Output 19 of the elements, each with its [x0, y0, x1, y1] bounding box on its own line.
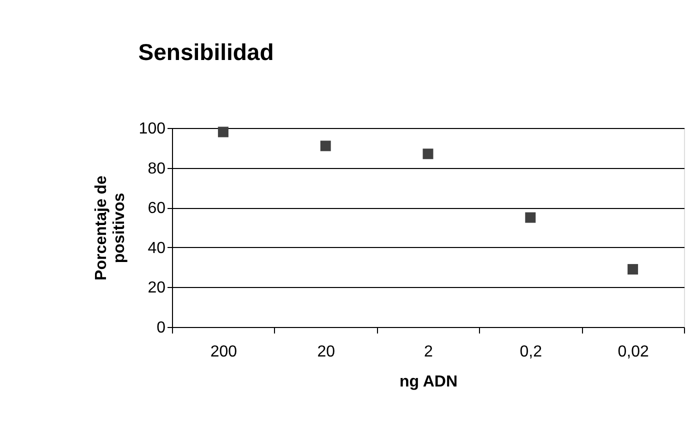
point — [628, 264, 638, 275]
point — [218, 126, 228, 138]
y-tick-label: 0 — [156, 320, 166, 336]
x-tick-label: 2 — [424, 344, 434, 360]
y-tick-label: 40 — [148, 240, 166, 257]
x-tick-label: 0,2 — [520, 344, 542, 360]
x-tick-label: 200 — [210, 344, 238, 360]
point — [525, 212, 536, 223]
x-tick-label: 20 — [317, 344, 336, 360]
point — [320, 140, 331, 152]
chart-title: Sensibilidad — [138, 39, 274, 65]
y-tick-label: 20 — [148, 280, 166, 297]
y-axis-title: Porcentaje de positivos — [92, 175, 128, 280]
x-tick-label: 0,02 — [618, 344, 649, 360]
y-tick-label: 80 — [148, 160, 166, 178]
y-tick-label: 60 — [148, 200, 166, 218]
y-tick-label: 100 — [138, 120, 166, 138]
x-axis-title: ng ADN — [399, 374, 458, 390]
point — [422, 148, 434, 160]
